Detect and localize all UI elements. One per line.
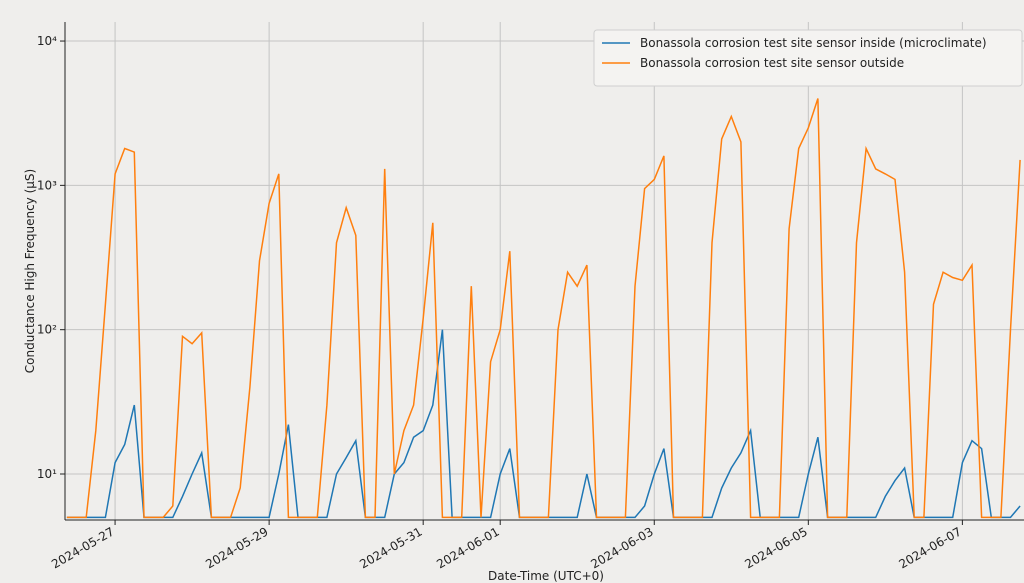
y-tick-label: 10³ xyxy=(37,178,57,192)
legend-box xyxy=(593,29,1023,87)
legend-label: Bonassola corrosion test site sensor ins… xyxy=(640,36,987,50)
legend-label: Bonassola corrosion test site sensor out… xyxy=(640,56,904,70)
y-tick-label: 10¹ xyxy=(37,467,57,481)
y-tick-label: 10⁴ xyxy=(37,34,57,48)
y-axis-label: Conductance High Frequency (µS) xyxy=(23,169,37,373)
y-tick-label: 10² xyxy=(37,323,57,337)
x-axis-label: Date-Time (UTC+0) xyxy=(488,569,604,583)
series-line xyxy=(66,98,1021,519)
